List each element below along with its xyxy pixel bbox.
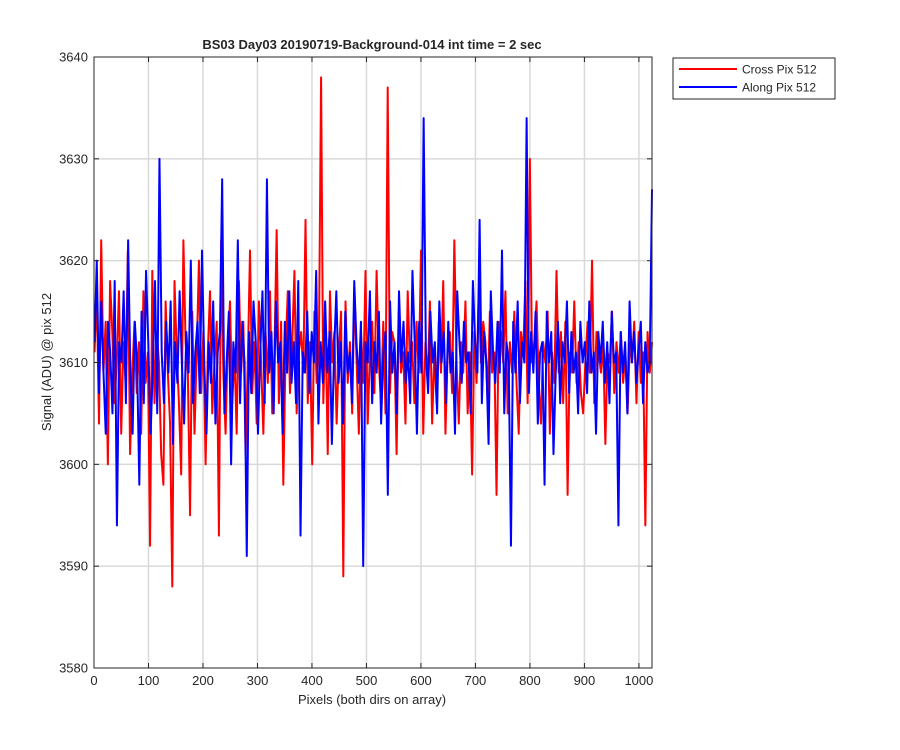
- y-tick-label: 3610: [59, 355, 88, 370]
- y-tick-label: 3600: [59, 457, 88, 472]
- x-tick-label: 700: [465, 673, 487, 688]
- x-axis-label: Pixels (both dirs on array): [298, 692, 446, 707]
- y-tick-label: 3580: [59, 661, 88, 676]
- chart-title: BS03 Day03 20190719-Background-014 int t…: [202, 37, 541, 52]
- x-tick-label: 300: [247, 673, 269, 688]
- y-tick-label: 3590: [59, 559, 88, 574]
- x-tick-label: 800: [519, 673, 541, 688]
- legend-label-along: Along Pix 512: [742, 81, 816, 95]
- axis-ticks: 0 100 200 300 400 500 600 700 800 900 1000 3580 3590…: [59, 50, 653, 689]
- x-tick-label: 200: [192, 673, 214, 688]
- y-tick-label: 3620: [59, 253, 88, 268]
- series-layer: [93, 76, 653, 588]
- x-tick-label: 1000: [624, 673, 653, 688]
- y-tick-label: 3630: [59, 151, 88, 166]
- x-tick-label: 0: [90, 673, 97, 688]
- legend-box: [672, 57, 836, 100]
- x-tick-label: 900: [574, 673, 596, 688]
- legend: Cross Pix 512 Along Pix 512: [672, 57, 836, 100]
- x-tick-label: 100: [138, 673, 160, 688]
- y-axis-label: Signal (ADU) @ pix 512: [39, 293, 54, 431]
- x-tick-label: 400: [301, 673, 323, 688]
- legend-label-cross: Cross Pix 512: [742, 63, 817, 77]
- y-tick-label: 3640: [59, 50, 88, 65]
- x-tick-label: 600: [410, 673, 432, 688]
- x-tick-label: 500: [356, 673, 378, 688]
- series-line-along-pix-512: [93, 117, 653, 568]
